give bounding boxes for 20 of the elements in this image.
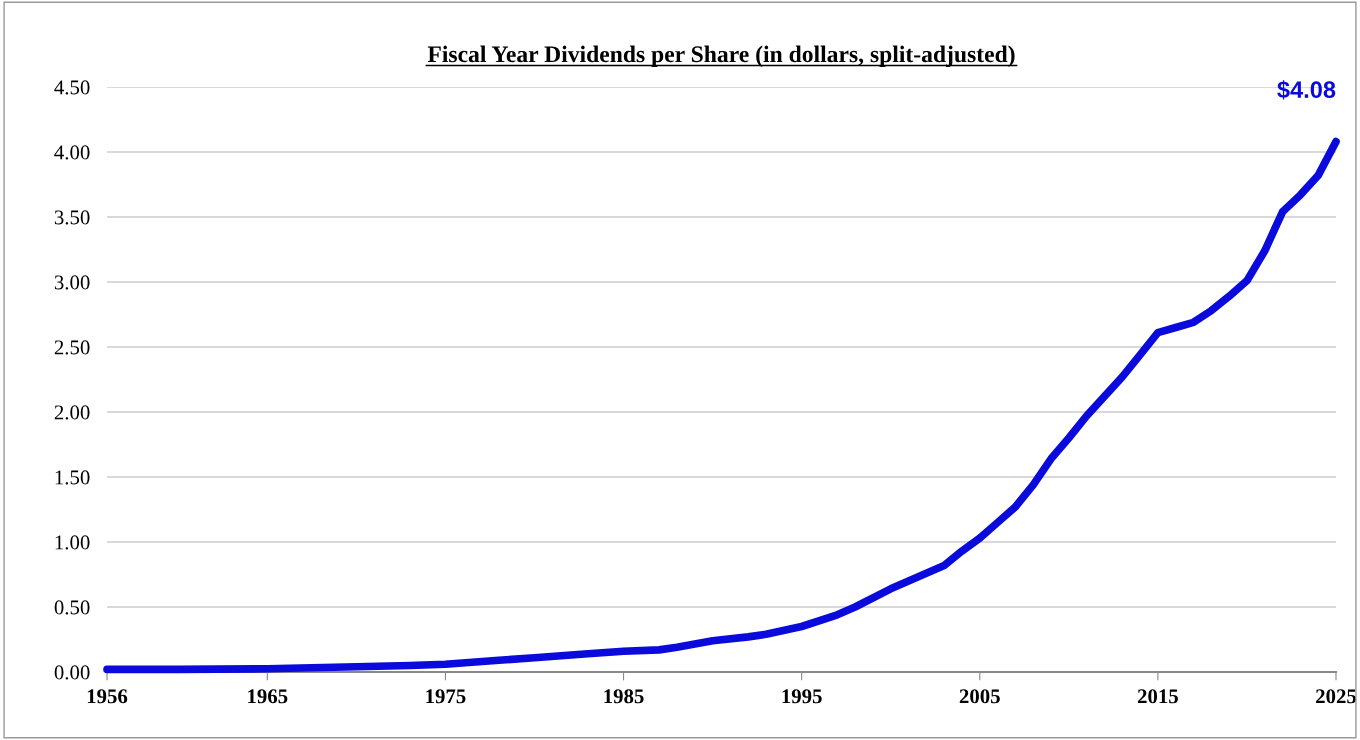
annotation: $4.08 [1277,80,1336,100]
chart-title: Fiscal Year Dividends per Share (in dollars, split-adjusted) [427,45,1015,68]
y-tick-label: 4.50 [54,80,90,95]
x-tick-label: 2015 [1137,689,1178,704]
x-tick-label: 1975 [426,689,466,704]
y-tick-label: 2.50 [54,340,90,355]
y-tick-label: 0.50 [54,600,90,615]
x-tick-label: 2005 [959,689,1000,704]
x-tick-label: 1995 [782,689,822,704]
x-tick-label: 2025 [1316,689,1357,704]
y-tick-label: 0.00 [54,665,90,680]
x-tick-label: 1985 [604,689,644,704]
x-tick-label: 1956 [87,689,128,704]
y-tick-label: 3.50 [54,210,90,225]
x-tick-label: 1965 [248,689,288,704]
y-tick-label: 2.00 [54,405,90,420]
y-tick-label: 1.50 [55,470,90,485]
y-tick-label: 3.00 [54,275,90,290]
y-tick-label: 1.00 [55,535,90,550]
y-tick-label: 4.00 [54,145,90,160]
